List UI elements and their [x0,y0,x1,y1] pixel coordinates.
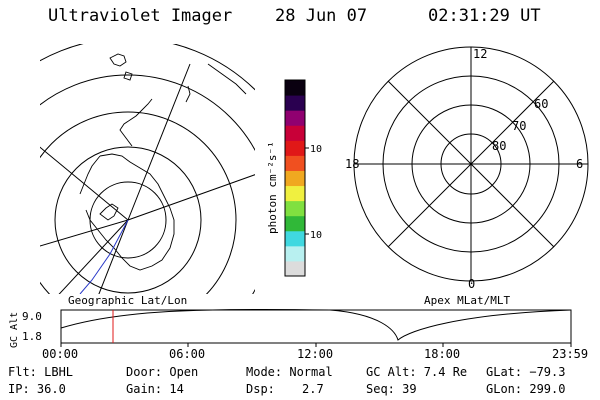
geo-lat-circle [40,74,255,294]
colorbar-segment [285,245,305,262]
colorbar-segment [285,230,305,247]
status-mode: Mode: Normal [246,365,333,379]
geo-meridian [127,63,191,221]
colorbar: 10 100 photon cm⁻²s⁻¹ [266,79,322,277]
status-seq: Seq: 39 [366,382,417,396]
coastline [79,53,247,271]
colorbar-segment [285,170,305,187]
app-title: Ultraviolet Imager [48,6,233,26]
colorbar-segment [285,95,305,111]
colorbar-segment [285,215,305,232]
geo-lat-circle [40,111,237,294]
status-glat: GLat: −79.3 [486,365,566,379]
geo-meridian [98,219,129,294]
header-date: 28 Jun 07 [275,6,368,26]
geo-lat-circle [54,146,202,294]
coastline-peninsula [119,98,153,147]
colorbar-segment [285,155,305,171]
status-door: Door: Open [126,365,199,379]
coastline-west [79,155,101,195]
status-glon: GLon: 299.0 [486,382,566,396]
y-tick-top: 9.0 [22,310,42,323]
colorbar-tick-label: 10 [310,230,322,241]
colorbar-tick-label: 100 [310,144,322,155]
geo-meridian [127,174,255,221]
coastline-island [109,53,127,67]
colorbar-segment [285,140,305,156]
polar-plot: 12 6 0 18 60 70 80 [345,46,589,291]
colorbar-gradient [285,80,305,277]
geo-meridian [40,219,129,247]
colorbar-unit-label: photon cm⁻²s⁻¹ [266,141,279,234]
lat-label-80: 80 [492,139,506,153]
y-tick-bottom: 1.8 [22,330,42,343]
mlt-label-left: 18 [345,157,359,171]
status-gc-alt: GC Alt: 7.4 Re [366,365,468,379]
coastline-island [185,85,191,103]
geo-caption: Geographic Lat/Lon [68,294,188,307]
status-filter: Flt: LBHL [8,365,74,379]
geo-meridian [40,146,129,221]
colorbar-segment [285,260,305,277]
lat-label-70: 70 [512,119,526,133]
timeline-ylabel: GC Alt [9,312,20,348]
status-gain: Gain: 14 [126,382,184,396]
polar-grid [353,46,589,282]
geo-grid [40,44,255,294]
satellite-track [79,219,129,294]
mlt-label-top: 12 [473,47,487,61]
x-tick-0000: 00:00 [42,347,78,360]
mlt-label-right: 6 [576,157,583,171]
status-dsp-label: Dsp: [246,382,275,396]
orbit-timeline: 9.0 1.8 GC Alt 00:00 06:00 12:00 18:00 2… [9,308,588,360]
x-tick-0600: 06:00 [169,347,205,360]
geographic-map [40,44,255,294]
colorbar-segment [285,80,305,96]
x-tick-2359: 23:59 [552,347,588,360]
colorbar-frame [284,79,306,277]
polar-diagonal [387,80,555,248]
coastline-antarctica [85,153,175,271]
colorbar-segment [285,185,305,202]
altitude-curve [60,308,572,341]
colorbar-segment [285,200,305,217]
lat-label-60: 60 [534,97,548,111]
colorbar-ticks: 10 100 [305,144,322,241]
polar-caption: Apex MLat/MLT [424,294,511,307]
x-tick-1200: 12:00 [297,347,333,360]
colorbar-segment [285,125,305,141]
coastline-island [123,71,133,81]
status-ip: IP: 36.0 [8,382,66,396]
coastline-arc [207,63,247,95]
status-dsp-value: 2.7 [302,382,324,396]
colorbar-segment [285,110,305,126]
x-tick-1800: 18:00 [424,347,460,360]
geo-meridian [58,219,129,294]
coastline-ice-shelf [99,203,119,221]
mlt-label-bottom: 0 [468,277,475,291]
header-time: 02:31:29 UT [428,6,541,26]
